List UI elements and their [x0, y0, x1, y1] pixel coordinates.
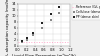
PP (dense skin): [58, 6, 60, 7]
PP (dense skin): [50, 14, 51, 15]
Cellulose (dense): [22, 42, 23, 43]
Y-axis label: CO₂ absorption capacity (mol/m²/h): CO₂ absorption capacity (mol/m²/h): [6, 0, 10, 56]
Cellulose (dense): [32, 35, 34, 36]
PP (dense skin): [32, 33, 34, 34]
X-axis label: Liquid Flow Parameter (m³/m²/h): Liquid Flow Parameter (m³/m²/h): [12, 53, 76, 56]
Cellulose (dense): [58, 12, 60, 13]
PP (dense skin): [22, 41, 23, 42]
Legend: Reference (G/L packed column), Cellulose (dense), PP (dense skin): Reference (G/L packed column), Cellulose…: [72, 4, 100, 20]
Cellulose (dense): [41, 27, 43, 28]
Cellulose (dense): [26, 39, 28, 40]
PP (dense skin): [41, 23, 43, 24]
Cellulose (dense): [50, 20, 51, 21]
PP (dense skin): [26, 38, 28, 39]
